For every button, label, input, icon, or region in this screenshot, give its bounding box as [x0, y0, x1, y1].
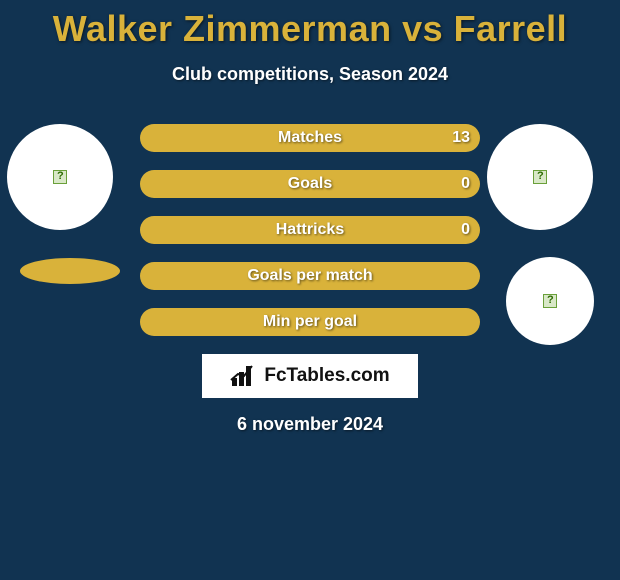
stat-label: Goals: [140, 175, 480, 193]
date-text: 6 november 2024: [140, 414, 480, 435]
stat-label: Min per goal: [140, 313, 480, 331]
stat-pill-hattricks: Hattricks 0: [140, 216, 480, 244]
broken-image-icon: [53, 170, 67, 184]
subtitle: Club competitions, Season 2024: [0, 64, 620, 85]
bar-chart-icon: [230, 364, 258, 388]
logo-text: FcTables.com: [264, 365, 389, 387]
stat-label: Hattricks: [140, 221, 480, 239]
stat-value: 0: [461, 221, 470, 239]
page-title: Walker Zimmerman vs Farrell: [0, 0, 620, 50]
stat-pill-goals: Goals 0: [140, 170, 480, 198]
avatar-right-player: [487, 124, 593, 230]
avatar-shadow-ellipse: [20, 258, 120, 284]
broken-image-icon: [543, 294, 557, 308]
stat-value: 0: [461, 175, 470, 193]
stat-label: Matches: [140, 129, 480, 147]
stat-pill-matches: Matches 13: [140, 124, 480, 152]
broken-image-icon: [533, 170, 547, 184]
stat-pill-goals-per-match: Goals per match: [140, 262, 480, 290]
avatar-left-player: [7, 124, 113, 230]
stat-label: Goals per match: [140, 267, 480, 285]
stat-value: 13: [452, 129, 470, 147]
avatar-right-secondary: [506, 257, 594, 345]
stat-pill-min-per-goal: Min per goal: [140, 308, 480, 336]
stat-pills-container: Matches 13 Goals 0 Hattricks 0 Goals per…: [140, 124, 480, 435]
logo-box: FcTables.com: [202, 354, 418, 398]
